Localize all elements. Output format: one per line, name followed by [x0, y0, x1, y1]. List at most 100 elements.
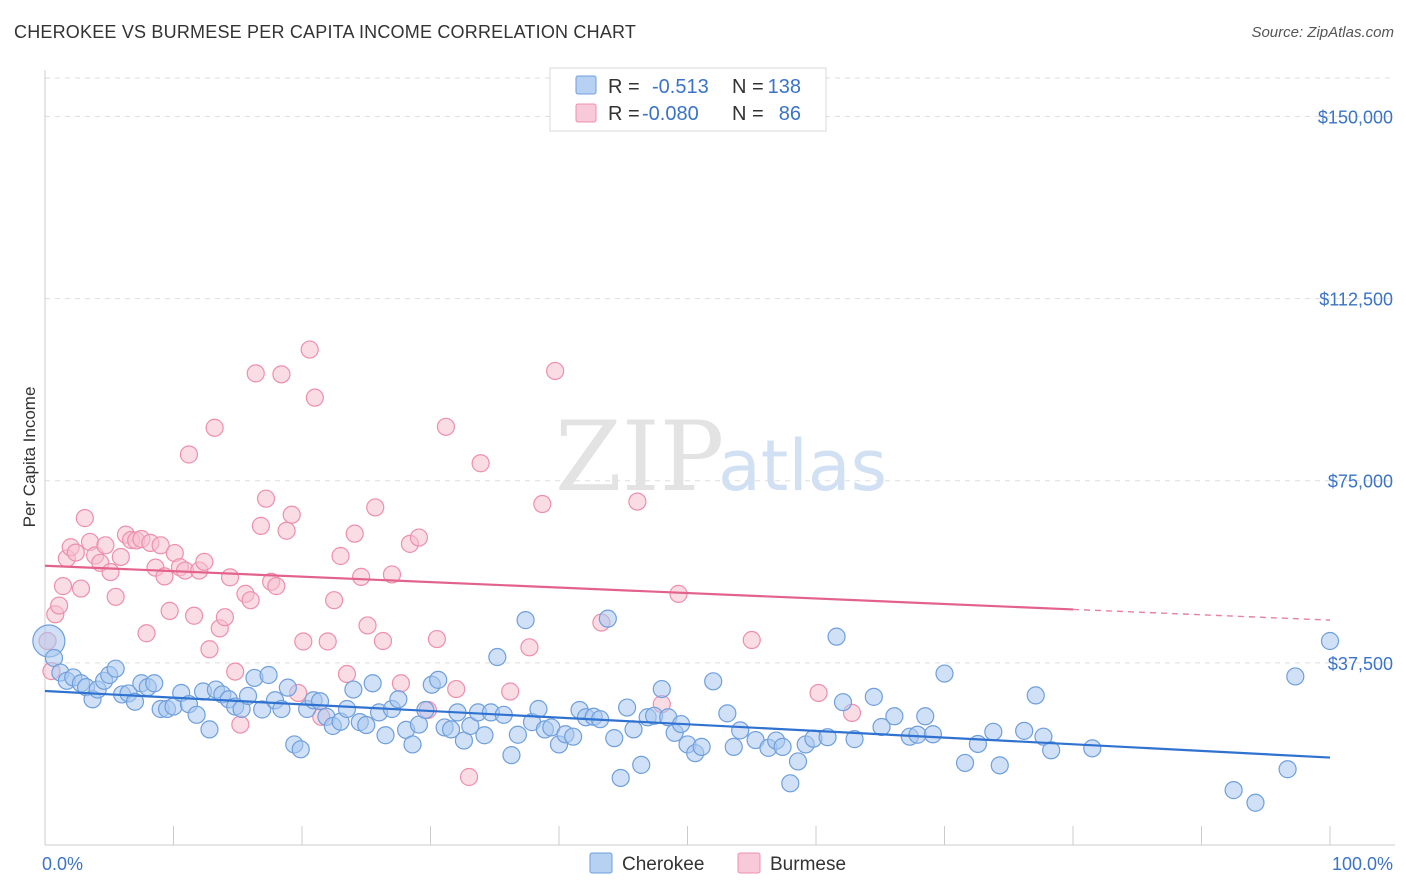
- cherokee-point: [488, 647, 507, 667]
- cherokee-point: [1034, 727, 1053, 746]
- burmese-point: [200, 640, 219, 659]
- cherokee-point: [1015, 721, 1034, 740]
- cherokee-point: [441, 720, 461, 739]
- burmese-point: [533, 494, 552, 514]
- y-tick-label: $75,000: [1328, 472, 1393, 492]
- burmese-point: [151, 536, 170, 555]
- cherokee-point: [833, 693, 853, 712]
- cherokee-point: [731, 721, 750, 740]
- burmese-point: [220, 568, 240, 587]
- burmese-point: [459, 767, 479, 787]
- cherokee-point: [508, 725, 527, 744]
- legend-n-value-cherokee: 138: [768, 76, 801, 98]
- cherokee-point: [724, 737, 743, 756]
- y-tick-label: $150,000: [1318, 107, 1393, 127]
- series-legend-swatch-cherokee: [589, 852, 613, 874]
- cherokee-point: [990, 756, 1009, 775]
- cherokee-point: [200, 720, 219, 739]
- legend-r-value-burmese: -0.080: [642, 103, 699, 125]
- cherokee-point: [187, 705, 206, 724]
- burmese-point: [160, 601, 179, 620]
- cherokee-point: [529, 699, 548, 719]
- cherokee-point: [357, 715, 376, 735]
- cherokee-point: [923, 725, 943, 744]
- y-axis-title: Per Capita Income: [20, 387, 39, 528]
- burmese-point: [366, 498, 385, 517]
- cherokee-point: [652, 679, 671, 699]
- burmese-point: [501, 682, 520, 701]
- cherokee-point: [611, 768, 630, 788]
- cherokee-point: [916, 707, 935, 726]
- series-legend: Cherokee Burmese: [589, 852, 846, 875]
- cherokee-point: [1083, 739, 1102, 758]
- burmese-point: [267, 577, 286, 596]
- cherokee-points: [32, 609, 1340, 812]
- burmese-point: [352, 567, 371, 586]
- cherokee-point: [1286, 667, 1305, 686]
- cherokee-point: [632, 755, 651, 774]
- burmese-point: [195, 552, 214, 571]
- cherokee-point: [516, 611, 535, 630]
- cherokee-point: [106, 659, 125, 678]
- source-label: Source: ZipAtlas.com: [1251, 24, 1394, 41]
- cherokee-point: [1278, 760, 1297, 779]
- y-tick-label: $37,500: [1328, 654, 1393, 674]
- cherokee-point: [259, 665, 278, 685]
- burmese-point: [226, 662, 245, 681]
- burmese-point: [358, 616, 377, 635]
- cherokee-point: [344, 680, 363, 699]
- burmese-point: [101, 562, 120, 582]
- burmese-point: [231, 715, 250, 734]
- burmese-point: [282, 505, 301, 524]
- cherokee-point: [291, 740, 310, 759]
- burmese-point: [155, 567, 174, 586]
- cherokee-point: [1320, 631, 1340, 651]
- burmese-point: [628, 492, 647, 511]
- burmese-trend-extension: [1072, 608, 1331, 621]
- cherokee-point: [376, 726, 395, 745]
- cherokee-point: [773, 737, 792, 756]
- legend-r-value-cherokee: -0.513: [652, 76, 709, 98]
- cherokee-point: [1042, 741, 1061, 760]
- cherokee-point: [788, 752, 808, 771]
- burmese-point: [246, 364, 265, 383]
- x-ticks: [44, 826, 1331, 845]
- x-tick-label: 100.0%: [1332, 854, 1393, 874]
- cherokee-point: [864, 687, 883, 706]
- x-tick-labels: 0.0% 100.0%: [42, 854, 1393, 874]
- series-legend-swatch-burmese: [737, 852, 761, 874]
- cherokee-point: [827, 627, 846, 646]
- burmese-point: [345, 524, 364, 543]
- burmese-point: [520, 638, 539, 657]
- cherokee-point: [502, 746, 521, 765]
- cherokee-point: [389, 690, 408, 709]
- cherokee-point: [1224, 781, 1243, 800]
- watermark-atlas: atlas: [718, 425, 887, 507]
- cherokee-point: [461, 716, 480, 736]
- cherokee-point: [818, 728, 837, 747]
- burmese-point: [325, 591, 344, 610]
- cherokee-trend-line: [44, 689, 1331, 759]
- burmese-point: [742, 630, 761, 650]
- cherokee-point: [238, 686, 258, 705]
- burmese-point: [179, 445, 199, 464]
- legend-r-label-cherokee: R =: [608, 76, 640, 98]
- cherokee-point: [624, 720, 643, 739]
- cherokee-point: [781, 774, 800, 793]
- cherokee-point: [955, 753, 975, 773]
- cherokee-point: [272, 699, 291, 719]
- burmese-point: [427, 629, 447, 649]
- burmese-point: [272, 365, 291, 384]
- burmese-point: [391, 674, 411, 693]
- burmese-point: [50, 596, 69, 615]
- chart-title: CHEROKEE VS BURMESE PER CAPITA INCOME CO…: [14, 22, 637, 42]
- cherokee-point: [908, 725, 927, 744]
- watermark: ZIP atlas: [555, 401, 887, 513]
- burmese-point: [137, 624, 156, 643]
- cherokee-point: [885, 707, 904, 726]
- series-legend-label-cherokee: Cherokee: [622, 854, 704, 875]
- cherokee-point: [692, 737, 711, 756]
- cherokee-point: [1246, 793, 1265, 812]
- legend-r-label-burmese: R =: [608, 103, 640, 125]
